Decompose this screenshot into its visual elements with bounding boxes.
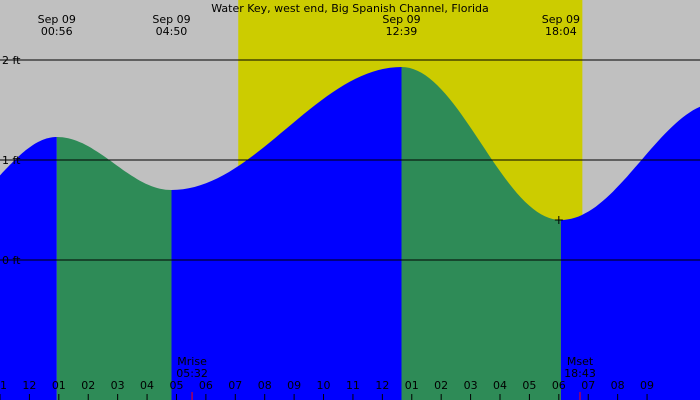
- moon-event-label: Mset: [567, 355, 594, 368]
- x-tick-label: 12: [22, 379, 36, 392]
- moon-event-time: 18:43: [564, 367, 596, 380]
- rising-tide-segment: [0, 137, 57, 400]
- x-tick-label: 08: [611, 379, 625, 392]
- x-tick-label: 07: [581, 379, 595, 392]
- extreme-date-label: Sep 09: [38, 13, 76, 26]
- y-tick-label: 0 ft: [2, 254, 21, 267]
- chart-title: Water Key, west end, Big Spanish Channel…: [211, 2, 489, 15]
- x-tick-label: 11: [346, 379, 360, 392]
- y-tick-labels: 2 ft 1 ft 0 ft: [2, 54, 21, 267]
- x-tick-labels: 11 12 01 02 03 04 05 06 07 08 09 10 11 12 01 02 03 04 05 06…: [0, 379, 654, 400]
- x-tick-label: 03: [111, 379, 125, 392]
- x-tick-label: 04: [493, 379, 507, 392]
- extreme-time-label: 00:56: [41, 25, 73, 38]
- falling-tide-segment: [56, 137, 172, 400]
- x-tick-label: 09: [640, 379, 654, 392]
- x-tick-label: 05: [522, 379, 536, 392]
- x-tick-label: 03: [464, 379, 478, 392]
- y-tick-label: 2 ft: [2, 54, 21, 67]
- moon-event-time: 05:32: [176, 367, 208, 380]
- x-tick-label: 01: [405, 379, 419, 392]
- x-tick-label: 01: [52, 379, 66, 392]
- x-tick-label: 06: [199, 379, 213, 392]
- moon-event-label: Mrise: [177, 355, 207, 368]
- x-tick-label: 12: [375, 379, 389, 392]
- y-tick-label: 1 ft: [2, 154, 21, 167]
- extreme-time-label: 12:39: [386, 25, 418, 38]
- y-grid-lines: [0, 59, 700, 261]
- extreme-time-label: 04:50: [156, 25, 188, 38]
- extreme-time-label: 18:04: [545, 25, 577, 38]
- x-tick-label: 11: [0, 379, 7, 392]
- x-tick-label: 06: [552, 379, 566, 392]
- x-tick-label: 02: [434, 379, 448, 392]
- x-tick-label: 07: [228, 379, 242, 392]
- x-tick-label: 09: [287, 379, 301, 392]
- extreme-date-label: Sep 09: [152, 13, 190, 26]
- current-marker: [554, 216, 563, 224]
- x-tick-label: 08: [258, 379, 272, 392]
- falling-tide-segment: [401, 67, 561, 400]
- extreme-date-label: Sep 09: [542, 13, 580, 26]
- x-tick-label: 10: [317, 379, 331, 392]
- rising-tide-segment: [560, 106, 700, 400]
- x-tick-label: 02: [81, 379, 95, 392]
- extreme-date-label: Sep 09: [382, 13, 420, 26]
- x-tick-label: 05: [169, 379, 183, 392]
- rising-tide-segment: [171, 67, 402, 400]
- tide-fill: [0, 67, 700, 400]
- x-tick-label: 04: [140, 379, 154, 392]
